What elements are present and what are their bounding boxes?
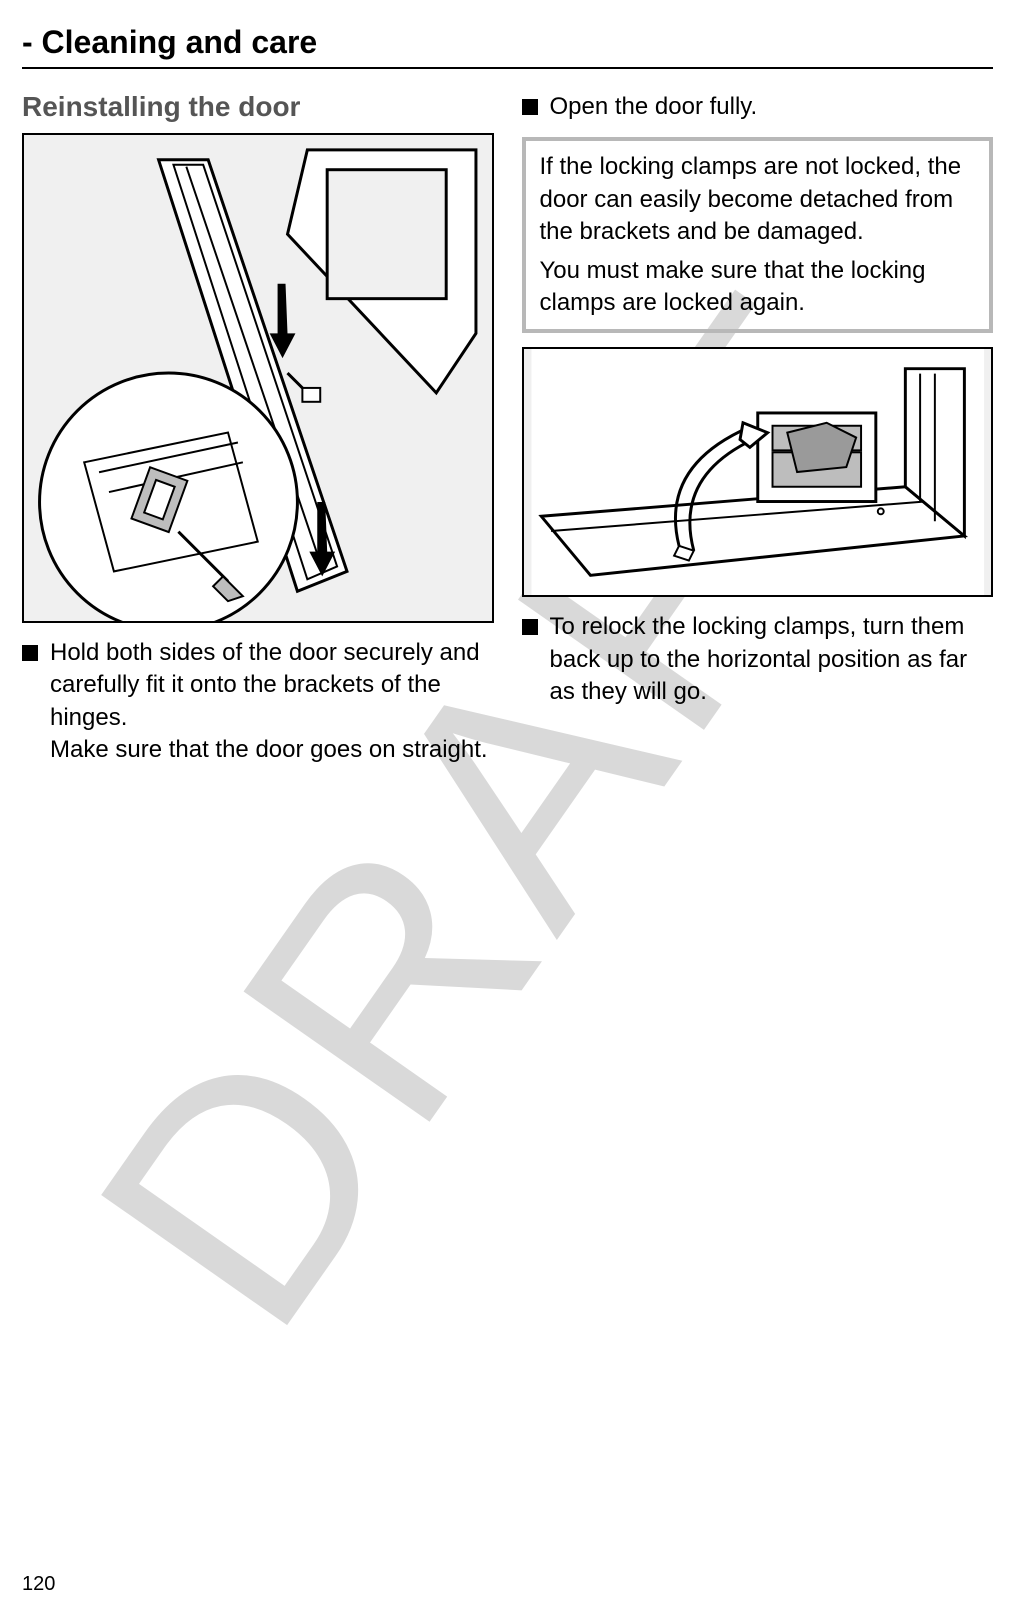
instruction-step: To relock the locking clamps, turn them …: [522, 611, 994, 708]
bullet-icon: [522, 619, 538, 635]
callout-paragraph: If the locking clamps are not locked, th…: [540, 151, 976, 248]
bullet-icon: [22, 645, 38, 661]
step-line: Make sure that the door goes on straight…: [50, 736, 488, 763]
bullet-icon: [522, 99, 538, 115]
warning-callout: If the locking clamps are not locked, th…: [522, 137, 994, 333]
page-title: - Cleaning and care: [22, 24, 993, 69]
page-number: 120: [22, 1573, 55, 1596]
right-column: Open the door fully. If the locking clam…: [522, 91, 994, 781]
two-column-layout: Reinstalling the door: [22, 91, 993, 781]
instruction-step: Hold both sides of the door securely and…: [22, 637, 494, 767]
step-text: Open the door fully.: [550, 91, 758, 123]
step-text: To relock the locking clamps, turn them …: [550, 611, 994, 708]
instruction-step: Open the door fully.: [522, 91, 994, 123]
locking-clamp-illustration: [522, 347, 994, 597]
step-line: Hold both sides of the door securely and…: [50, 639, 480, 731]
section-heading: Reinstalling the door: [22, 91, 494, 123]
page-content: - Cleaning and care Reinstalling the doo…: [22, 24, 993, 781]
callout-paragraph: You must make sure that the locking clam…: [540, 255, 976, 320]
door-reinstall-illustration: [22, 133, 494, 623]
step-text: Hold both sides of the door securely and…: [50, 637, 494, 767]
left-column: Reinstalling the door: [22, 91, 494, 781]
